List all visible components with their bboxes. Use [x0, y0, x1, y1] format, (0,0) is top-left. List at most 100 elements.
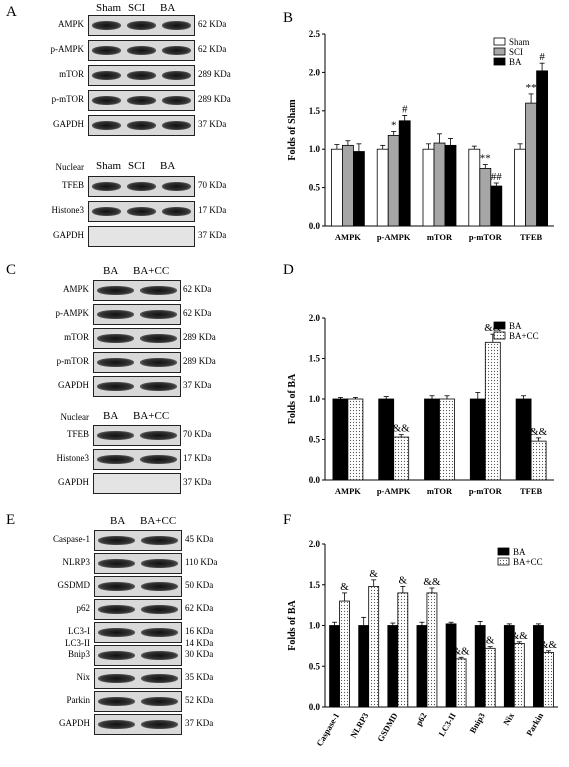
bar-bacc-gsdmd	[397, 592, 409, 708]
blot-strip-ampk	[93, 280, 181, 301]
blot-band	[161, 70, 192, 81]
blot-strip-ampk	[88, 15, 195, 36]
bar-chart-b: 0.0 0.5 1.0 1.5 2.0 2.5 Folds of Sham AMPK p-AMP…	[287, 29, 554, 242]
blot-band	[97, 285, 134, 296]
blot-strip-mtor	[88, 65, 195, 86]
panel-letter-c: C	[6, 262, 17, 278]
significance-marker: &&	[453, 645, 471, 657]
blot-col-header-e-1: BA+CC	[140, 515, 177, 527]
molecular-weight-label: 37 KDa	[183, 379, 212, 390]
bar-bacc-lc3ii	[455, 658, 467, 708]
bar-sci-ampk	[342, 144, 354, 227]
blot-row-label: p62	[76, 602, 91, 613]
nuclear-label: Nuclear	[55, 162, 84, 172]
blot-band	[141, 650, 178, 661]
x-tick-label: Nix	[501, 710, 516, 727]
blot-band	[141, 604, 178, 615]
legend-label: SCI	[509, 47, 523, 57]
blot-band	[98, 627, 135, 638]
blot-row-label: mTOR	[59, 68, 84, 79]
blot-band	[126, 206, 157, 217]
blot-band	[140, 333, 177, 344]
legend-label: BA	[513, 547, 526, 557]
significance-marker: &	[399, 574, 408, 586]
bar-sham-mtor	[422, 148, 435, 227]
blot-col-header-c-0: BA	[103, 265, 119, 277]
significance-marker: &	[340, 581, 349, 593]
panel-letter-b: B	[283, 10, 294, 26]
bar-ba-pmtor	[490, 185, 503, 227]
molecular-weight-label: 62 KDa	[198, 43, 227, 54]
y-tick-label: 2.0	[309, 67, 321, 77]
bar-ba-lc3ii	[445, 623, 457, 708]
blot-band	[91, 206, 122, 217]
blot-row-label: p-mTOR	[51, 93, 84, 104]
bar-ba-pampk	[398, 120, 411, 227]
blot-strip-p-ampk	[88, 40, 195, 61]
blot-band	[98, 581, 135, 592]
y-tick-label: 0.0	[309, 475, 321, 485]
y-tick-label: 0.0	[309, 221, 321, 231]
bar-sci-tfeb	[525, 102, 538, 227]
bar-ba-gsdmd	[387, 625, 399, 708]
panel-letter-e: E	[6, 512, 16, 528]
blot-band	[140, 357, 177, 368]
blot-band	[141, 627, 178, 638]
molecular-weight-label: 62 KDa	[185, 602, 214, 613]
bar-sci-mtor	[433, 142, 446, 227]
molecular-weight-label: 17 KDa	[183, 452, 212, 463]
bar-sham-tfeb	[514, 148, 527, 227]
panel-letter-f: F	[283, 512, 292, 528]
legend-swatch	[497, 547, 510, 556]
molecular-weight-label: 37 KDa	[183, 476, 212, 487]
panel-letter-a: A	[6, 4, 17, 20]
significance-marker: **	[526, 82, 537, 94]
y-tick-label: 1.5	[309, 106, 321, 116]
x-tick-label: Caspase-1	[314, 711, 341, 748]
blot-row-label: GAPDH	[52, 229, 84, 240]
significance-marker: #	[539, 51, 545, 63]
molecular-weight-label: 16 KDa	[185, 625, 214, 636]
molecular-weight-label: 45 KDa	[185, 533, 214, 544]
bar-bacc-pampk	[393, 436, 410, 481]
y-tick-label: 2.0	[309, 313, 321, 323]
blot-strip-bnip3	[94, 645, 182, 666]
blot-strip-nlrp3	[94, 553, 182, 574]
bar-ba-parkin	[533, 625, 544, 708]
significance-marker: &&	[393, 423, 411, 435]
blot-row-label: GAPDH	[52, 118, 84, 129]
blot-band	[141, 673, 178, 684]
blot-band	[141, 719, 178, 730]
y-axis-label: Folds of BA	[287, 373, 298, 424]
x-tick-label: p-mTOR	[469, 486, 503, 496]
blot-col-header-a-0: Sham	[96, 2, 122, 14]
bar-bacc-p62	[426, 592, 438, 708]
blot-band	[97, 381, 134, 392]
blot-band	[140, 381, 177, 392]
bar-bacc-ampk	[347, 398, 364, 481]
blot-band	[141, 696, 178, 707]
y-tick-label: 1.0	[309, 394, 321, 404]
y-tick-label: 2.5	[309, 29, 321, 39]
blot-strip-nuclear-gapdh	[88, 226, 195, 247]
blot-band	[141, 558, 178, 569]
blot-strip-nuclear-histone3	[88, 201, 195, 222]
molecular-weight-label: 289 KDa	[183, 331, 216, 342]
x-tick-label: Parkin	[524, 711, 545, 738]
bar-ba-tfeb	[536, 70, 549, 227]
x-tick-label: TFEB	[520, 232, 543, 242]
blot-band	[126, 20, 157, 31]
blot-row-label: mTOR	[64, 331, 89, 342]
blot-col-header-e-0: BA	[110, 515, 126, 527]
molecular-weight-label: 37 KDa	[198, 229, 227, 240]
blot-strip-nuclear-histone3	[93, 449, 181, 470]
blot-strip-gapdh	[94, 714, 182, 735]
blot-band	[91, 70, 122, 81]
blot-band	[126, 45, 157, 56]
y-axis-label: Folds of BA	[287, 599, 298, 650]
blot-band	[161, 45, 192, 56]
blot-band	[126, 95, 157, 106]
blot-row-label: GAPDH	[57, 379, 89, 390]
blot-row-label: AMPK	[62, 283, 89, 294]
legend-label: BA+CC	[509, 331, 539, 341]
